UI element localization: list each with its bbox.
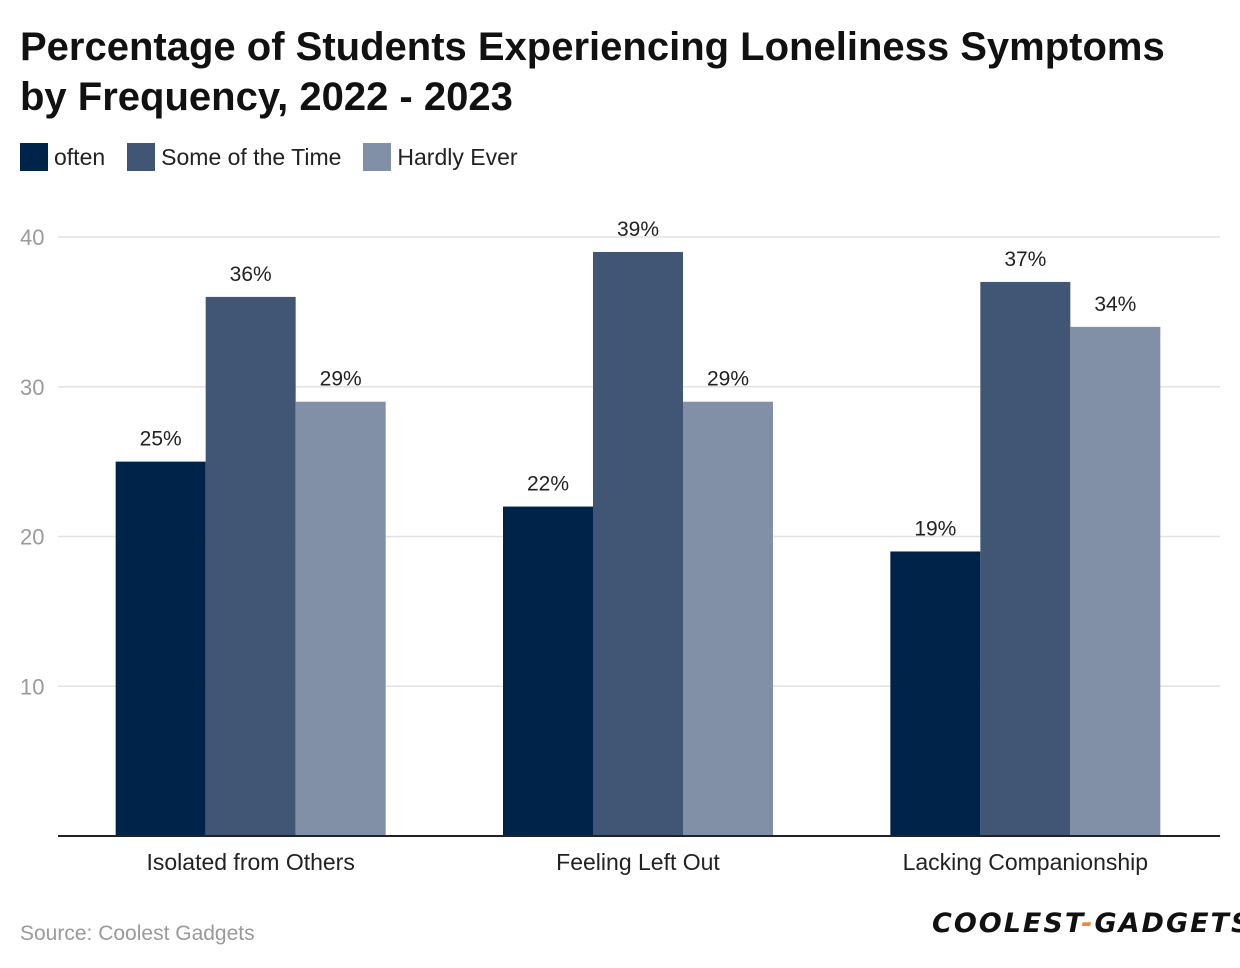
bar-some-of-the-time-3: [980, 281, 1071, 836]
data-label-some-of-the-time-2: 39%: [617, 218, 659, 241]
legend-item-often: often: [20, 143, 105, 171]
logo-text-part1: COOLEST: [932, 908, 1082, 939]
bar-hardly-ever-2: [683, 401, 773, 836]
bar-some-of-the-time-2: [593, 251, 683, 837]
y-tick-label-10: 10: [20, 674, 44, 699]
legend-label-some-of-the-time: Some of the Time: [161, 143, 342, 170]
chart-legend: often Some of the Time Hardly Ever: [20, 142, 540, 172]
data-label-hardly-ever-1: 29%: [320, 368, 362, 391]
y-tick-label-40: 40: [20, 225, 44, 250]
y-tick-label-30: 30: [20, 375, 44, 400]
data-label-hardly-ever-3: 34%: [1094, 293, 1136, 316]
chart-title: Percentage of Students Experiencing Lone…: [20, 25, 1165, 119]
bar-often-1: [115, 461, 206, 836]
bar-often-3: [890, 551, 981, 836]
legend-item-hardly-ever: Hardly Ever: [363, 143, 518, 171]
legend-swatch-often: [20, 143, 48, 171]
legend-label-hardly-ever: Hardly Ever: [397, 143, 518, 170]
data-label-often-1: 25%: [140, 428, 182, 451]
x-category-label-3: Lacking Companionship: [903, 849, 1149, 875]
bar-hardly-ever-1: [295, 401, 386, 836]
logo-text-part2: GADGETS: [1094, 908, 1240, 939]
data-label-often-2: 22%: [527, 473, 569, 496]
logo-text-dash: -: [1081, 908, 1095, 939]
bar-hardly-ever-3: [1070, 326, 1161, 836]
legend-item-some-of-the-time: Some of the Time: [127, 143, 341, 171]
bar-some-of-the-time-1: [205, 296, 296, 836]
x-category-label-2: Feeling Left Out: [556, 849, 720, 875]
y-tick-label-20: 20: [20, 525, 44, 550]
legend-swatch-some-of-the-time: [127, 143, 156, 171]
data-label-often-3: 19%: [914, 517, 956, 540]
bar-often-2: [503, 506, 593, 836]
legend-label-often: often: [54, 143, 106, 170]
data-label-some-of-the-time-1: 36%: [230, 263, 272, 286]
data-label-hardly-ever-2: 29%: [707, 368, 749, 391]
data-label-some-of-the-time-3: 37%: [1004, 248, 1046, 271]
legend-swatch-hardly-ever: [363, 143, 392, 171]
coolest-gadgets-logo: COOLEST-GADGETS: [932, 908, 1240, 939]
source-note: Source: Coolest Gadgets: [20, 922, 255, 945]
x-category-label-1: Isolated from Others: [146, 849, 354, 875]
